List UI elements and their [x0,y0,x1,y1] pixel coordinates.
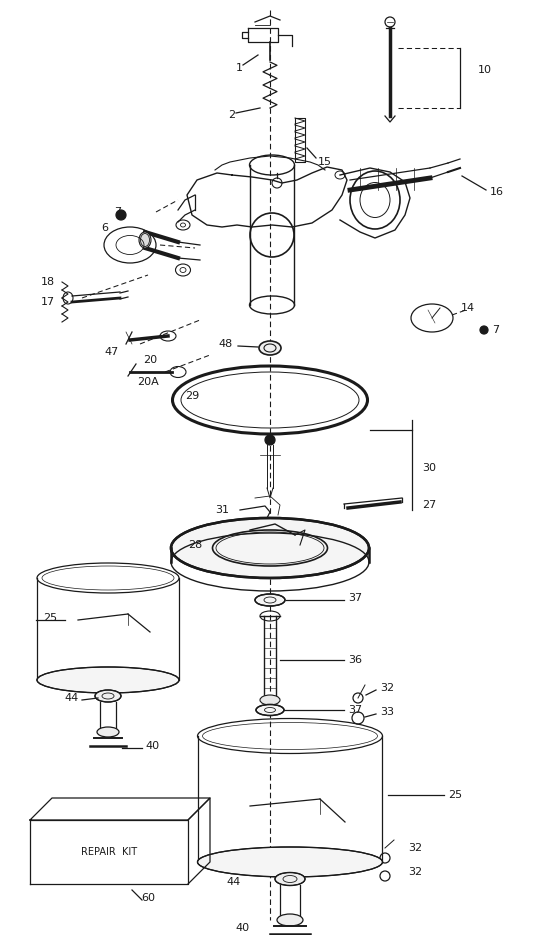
Text: 10: 10 [478,65,492,75]
Text: 40: 40 [235,923,249,933]
Text: 14: 14 [461,303,475,313]
Text: 16: 16 [490,187,504,197]
Text: 36: 36 [348,655,362,665]
Ellipse shape [95,690,121,702]
Text: 48: 48 [219,339,233,349]
Text: 44: 44 [227,877,241,887]
Ellipse shape [139,232,151,248]
Circle shape [116,210,126,220]
Text: 31: 31 [215,505,229,515]
Circle shape [265,435,275,445]
Text: 6: 6 [102,223,109,233]
Text: 28: 28 [188,540,202,550]
Text: 27: 27 [422,500,436,510]
Text: 47: 47 [105,347,119,357]
Text: REPAIR  KIT: REPAIR KIT [81,847,137,857]
Ellipse shape [198,847,383,877]
Text: 20A: 20A [137,377,159,387]
Text: 37: 37 [348,705,362,715]
Ellipse shape [171,518,369,578]
Ellipse shape [275,872,305,885]
Text: 15: 15 [318,157,332,167]
Circle shape [480,326,488,334]
Text: 30: 30 [422,463,436,473]
Text: 60: 60 [141,893,155,903]
Text: 2: 2 [228,110,235,120]
Ellipse shape [37,667,179,693]
Text: 29: 29 [185,391,199,401]
Text: 17: 17 [41,297,55,307]
Text: 18: 18 [41,277,55,287]
Text: 7: 7 [492,325,499,335]
Ellipse shape [256,704,284,715]
Text: 25: 25 [448,790,462,800]
Text: 32: 32 [408,843,422,853]
Ellipse shape [259,341,281,355]
Ellipse shape [255,594,285,606]
Text: 20: 20 [143,355,157,365]
Text: 40: 40 [145,741,159,751]
Ellipse shape [97,727,119,737]
Text: 32: 32 [408,867,422,877]
Text: 33: 33 [380,707,394,717]
Ellipse shape [277,914,303,926]
Text: 7: 7 [114,207,121,217]
Text: 32: 32 [380,683,394,693]
Text: 25: 25 [43,613,57,623]
Text: 1: 1 [236,63,243,73]
Text: 44: 44 [65,693,79,703]
Ellipse shape [260,695,280,705]
Text: 37: 37 [348,593,362,603]
